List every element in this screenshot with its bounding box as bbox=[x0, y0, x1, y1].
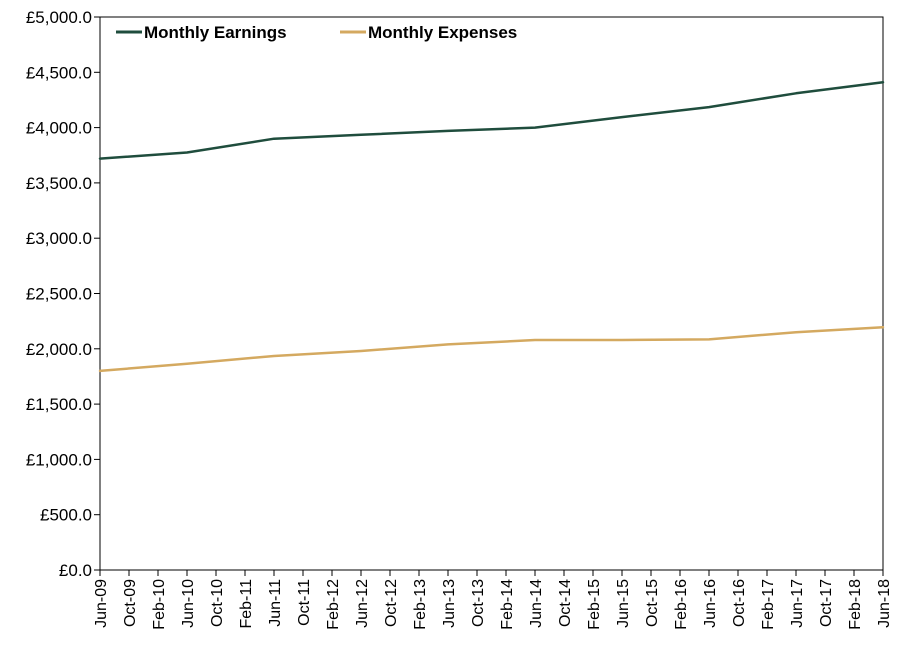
x-tick-label: Jun-10 bbox=[180, 579, 197, 628]
x-tick-label: Feb-10 bbox=[151, 579, 168, 630]
y-axis: £0.0 £500.0 £1,000.0 £1,500.0 £2,000.0 £2,500… bbox=[26, 8, 100, 580]
y-tick-label: £5,000.0 bbox=[26, 8, 92, 27]
x-tick-label: Oct-13 bbox=[470, 579, 487, 627]
x-tick-label: Oct-15 bbox=[644, 579, 661, 627]
x-tick-label: Oct-12 bbox=[383, 579, 400, 627]
x-tick-label: Jun-14 bbox=[528, 579, 545, 628]
x-tick-label: Feb-18 bbox=[847, 579, 864, 630]
x-tick-label: Jun-15 bbox=[615, 579, 632, 628]
x-tick-label: Feb-15 bbox=[586, 579, 603, 630]
y-tick-label: £3,000.0 bbox=[26, 229, 92, 248]
y-tick-label: £500.0 bbox=[40, 506, 92, 525]
x-tick-label: Jun-13 bbox=[441, 579, 458, 628]
x-tick-label: Oct-14 bbox=[557, 579, 574, 627]
y-tick-label: £4,000.0 bbox=[26, 119, 92, 138]
x-tick-label: Jun-18 bbox=[876, 579, 893, 628]
legend-label: Monthly Earnings bbox=[144, 23, 287, 42]
x-tick-label: Oct-16 bbox=[731, 579, 748, 627]
y-tick-label: £4,500.0 bbox=[26, 63, 92, 82]
y-tick-label: £1,000.0 bbox=[26, 450, 92, 469]
x-tick-label: Jun-16 bbox=[702, 579, 719, 628]
x-tick-label: Jun-12 bbox=[354, 579, 371, 628]
x-tick-label: Oct-09 bbox=[122, 579, 139, 627]
y-tick-label: £1,500.0 bbox=[26, 395, 92, 414]
x-tick-label: Feb-11 bbox=[238, 579, 255, 629]
x-tick-label: Oct-10 bbox=[209, 579, 226, 627]
x-tick-label: Feb-16 bbox=[673, 579, 690, 630]
plot-area bbox=[100, 17, 883, 570]
x-axis: Jun-09 Oct-09 Feb-10 Jun-10 Oct-10 Feb-11 Jun-… bbox=[93, 570, 893, 630]
x-tick-label: Jun-09 bbox=[93, 579, 110, 628]
x-tick-label: Feb-12 bbox=[325, 579, 342, 630]
y-tick-label: £2,500.0 bbox=[26, 285, 92, 304]
x-tick-label: Jun-17 bbox=[789, 579, 806, 628]
x-tick-label: Oct-11 bbox=[296, 579, 313, 626]
x-tick-label: Feb-13 bbox=[412, 579, 429, 630]
y-tick-label: £0.0 bbox=[59, 561, 92, 580]
y-tick-label: £2,000.0 bbox=[26, 340, 92, 359]
x-tick-label: Oct-17 bbox=[818, 579, 835, 627]
legend-label: Monthly Expenses bbox=[368, 23, 517, 42]
x-tick-label: Jun-11 bbox=[267, 579, 284, 627]
x-tick-label: Feb-17 bbox=[760, 579, 777, 630]
y-tick-label: £3,500.0 bbox=[26, 174, 92, 193]
x-tick-label: Feb-14 bbox=[499, 579, 516, 630]
